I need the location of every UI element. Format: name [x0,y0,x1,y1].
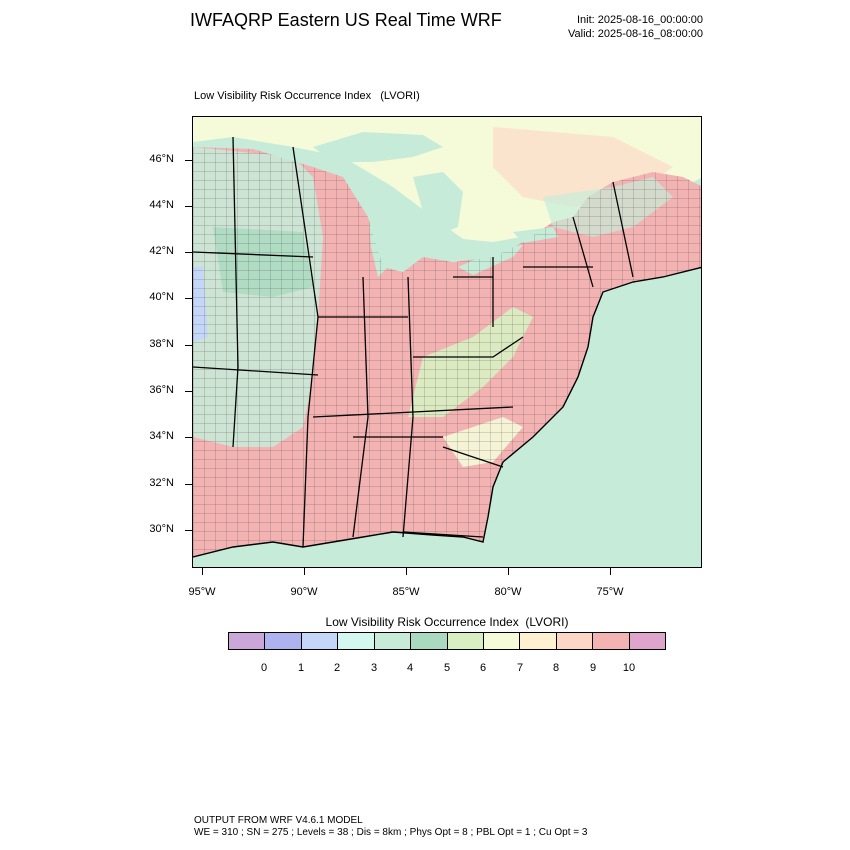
lat-label-30: 30°N [149,523,174,535]
lat-label-40: 40°N [149,291,174,303]
colorbar-swatch-3 [338,633,375,649]
lvori-map [193,117,701,567]
lon-tick [508,568,509,575]
lon-tick [202,568,203,575]
colorbar-swatch-2 [301,633,339,649]
lat-tick [185,345,192,346]
lat-tick [185,206,192,207]
colorbar-swatch-9 [556,633,594,649]
colorbar-label-2: 2 [333,662,341,674]
state-borders [193,136,634,548]
colorbar-swatch-1 [265,633,302,649]
colorbar-swatch-7 [483,633,521,649]
lat-label-38: 38°N [149,338,174,350]
colorbar-swatch-10 [593,633,630,649]
lat-tick [185,484,192,485]
colorbar-label-5: 5 [443,662,451,674]
lake-superior [313,132,443,162]
coastline [193,266,701,558]
colorbar-swatch-0 [229,633,266,649]
model-info-footer: OUTPUT FROM WRF V4.6.1 MODEL WE = 310 ; … [194,815,587,839]
colorbar-label-8: 8 [552,662,560,674]
model-config: WE = 310 ; SN = 275 ; Levels = 38 ; Dis … [194,827,588,838]
lon-label-90: 90°W [290,586,318,598]
lon-tick [406,568,407,575]
colorbar-swatch-6 [447,633,484,649]
colorbar-label-4: 4 [406,662,414,674]
lat-label-46: 46°N [149,153,174,165]
colorbar-swatch-5 [411,633,448,649]
colorbar-label-7: 7 [516,662,524,674]
lat-tick [185,530,192,531]
lat-label-44: 44°N [149,199,174,211]
init-time: Init: 2025-08-16_00:00:00 [577,14,703,26]
county-lines [193,147,701,557]
lon-label-75: 75°W [596,586,624,598]
lon-label-95: 95°W [188,586,216,598]
lat-label-34: 34°N [149,430,174,442]
colorbar-label-10: 10 [622,662,636,674]
model-version: OUTPUT FROM WRF V4.6.1 MODEL [194,815,363,826]
colorbar [228,632,666,650]
lat-tick [185,298,192,299]
lake-huron [413,172,463,237]
colorbar-label-1: 1 [297,662,305,674]
lat-tick [185,437,192,438]
page-title: IWFAQRP Eastern US Real Time WRF [190,10,502,30]
colorbar-label-3: 3 [370,662,378,674]
colorbar-label-6: 6 [479,662,487,674]
lon-tick [304,568,305,575]
lon-label-85: 85°W [392,586,420,598]
lat-tick [185,160,192,161]
map-panel [192,116,702,568]
lat-label-32: 32°N [149,477,174,489]
colorbar-label-9: 9 [589,662,597,674]
map-title: Low Visibility Risk Occurrence Index (LV… [194,90,420,102]
colorbar-swatch-8 [520,633,557,649]
lat-label-36: 36°N [149,384,174,396]
colorbar-swatch-11 [629,633,666,649]
colorbar-title: Low Visibility Risk Occurrence Index (LV… [325,615,569,629]
lon-label-80: 80°W [494,586,522,598]
valid-time: Valid: 2025-08-16_08:00:00 [568,28,703,40]
lat-tick [185,252,192,253]
lon-tick [610,568,611,575]
colorbar-label-0: 0 [260,662,268,674]
lat-label-42: 42°N [149,245,174,257]
colorbar-swatch-4 [374,633,412,649]
run-times: Init: 2025-08-16_00:00:00 Valid: 2025-08… [568,13,703,41]
lat-tick [185,391,192,392]
